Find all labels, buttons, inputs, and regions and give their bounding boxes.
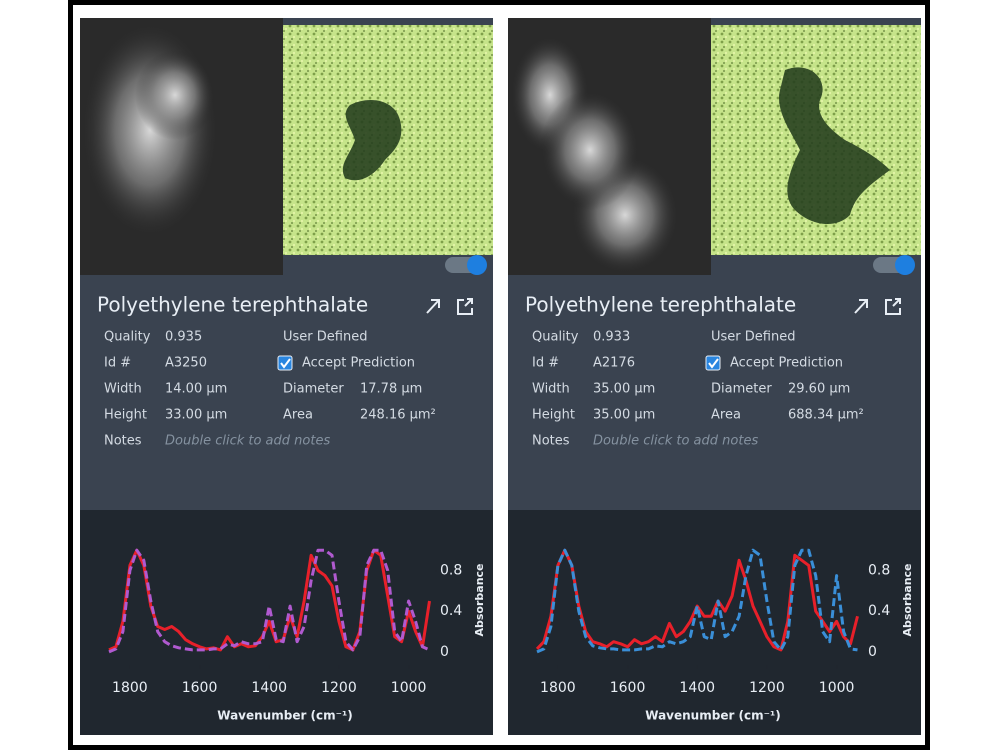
spectrum-line — [536, 548, 858, 654]
y-tick-label: 0.4 — [440, 603, 462, 619]
notes-label: Notes — [532, 434, 570, 449]
expand-icon[interactable] — [854, 299, 868, 314]
measure-value: 17.78 µm — [360, 382, 422, 397]
field-label: Quality — [532, 330, 579, 345]
field-value: 35.00 µm — [593, 408, 655, 423]
x-axis-label: Wavenumber (cm⁻¹) — [217, 709, 352, 723]
measure-value: 688.34 µm² — [788, 408, 864, 423]
y-axis-label: Absorbance — [901, 563, 914, 636]
particle-shape — [342, 100, 402, 181]
toggle-knob — [895, 255, 915, 275]
field-label: Width — [532, 382, 570, 397]
measure-label: Area — [283, 408, 313, 423]
measure-value: 29.60 µm — [788, 382, 850, 397]
field-label: Height — [532, 408, 575, 423]
x-tick-label: 1600 — [610, 680, 646, 696]
notes-label: Notes — [104, 434, 142, 449]
field-value: 33.00 µm — [165, 408, 227, 423]
x-tick-label: 1200 — [321, 680, 357, 696]
spectrum-line — [108, 548, 431, 654]
field-value: 0.935 — [165, 330, 202, 345]
user-defined: User Defined — [283, 330, 367, 345]
field-value: 0.933 — [593, 330, 630, 345]
particle-shape — [779, 67, 890, 225]
open-external-icon[interactable] — [457, 298, 473, 315]
toggle-knob — [467, 255, 487, 275]
spectrum-line — [108, 548, 431, 652]
y-axis-label: Absorbance — [473, 563, 486, 636]
field-label: Id # — [532, 356, 559, 371]
notes-placeholder[interactable]: Double click to add notes — [165, 434, 330, 449]
x-tick-label: 1000 — [819, 680, 855, 696]
measure-label: Diameter — [283, 382, 344, 397]
field-value: 14.00 µm — [165, 382, 227, 397]
field-label: Width — [104, 382, 142, 397]
accept-checkbox[interactable] — [277, 355, 293, 371]
field-label: Height — [104, 408, 147, 423]
grayscale-glow — [135, 50, 215, 140]
x-axis-label: Wavenumber (cm⁻¹) — [645, 709, 780, 723]
particle-title: Polyethylene terephthalate — [525, 293, 796, 317]
y-tick-label: 0.8 — [868, 563, 890, 579]
user-defined: User Defined — [711, 330, 795, 345]
check-mark — [708, 358, 719, 369]
y-tick-label: 0 — [868, 644, 877, 660]
y-tick-label: 0.8 — [440, 563, 462, 579]
field-label: Id # — [104, 356, 131, 371]
accept-label: Accept Prediction — [302, 356, 415, 371]
accept-label: Accept Prediction — [730, 356, 843, 371]
field-label: Quality — [104, 330, 151, 345]
chart-bg — [80, 510, 493, 735]
open-external-icon[interactable] — [885, 298, 901, 315]
field-value: A2176 — [593, 356, 635, 371]
notes-placeholder[interactable]: Double click to add notes — [593, 434, 758, 449]
expand-icon[interactable] — [426, 299, 440, 314]
x-tick-label: 1000 — [391, 680, 427, 696]
field-value: A3250 — [165, 356, 207, 371]
measure-value: 248.16 µm² — [360, 408, 436, 423]
grayscale-glow — [540, 90, 640, 210]
particle-title: Polyethylene terephthalate — [97, 293, 368, 317]
measure-label: Area — [711, 408, 741, 423]
check-mark — [280, 358, 291, 369]
x-tick-label: 1400 — [679, 680, 715, 696]
y-tick-label: 0.4 — [868, 603, 890, 619]
y-tick-label: 0 — [440, 644, 449, 660]
x-tick-label: 1800 — [112, 680, 148, 696]
x-tick-label: 1200 — [749, 680, 785, 696]
spectrum-line — [535, 548, 859, 652]
field-value: 35.00 µm — [593, 382, 655, 397]
x-tick-label: 1800 — [540, 680, 576, 696]
x-tick-label: 1400 — [251, 680, 287, 696]
measure-label: Diameter — [711, 382, 772, 397]
x-tick-label: 1600 — [182, 680, 218, 696]
accept-checkbox[interactable] — [705, 355, 721, 371]
